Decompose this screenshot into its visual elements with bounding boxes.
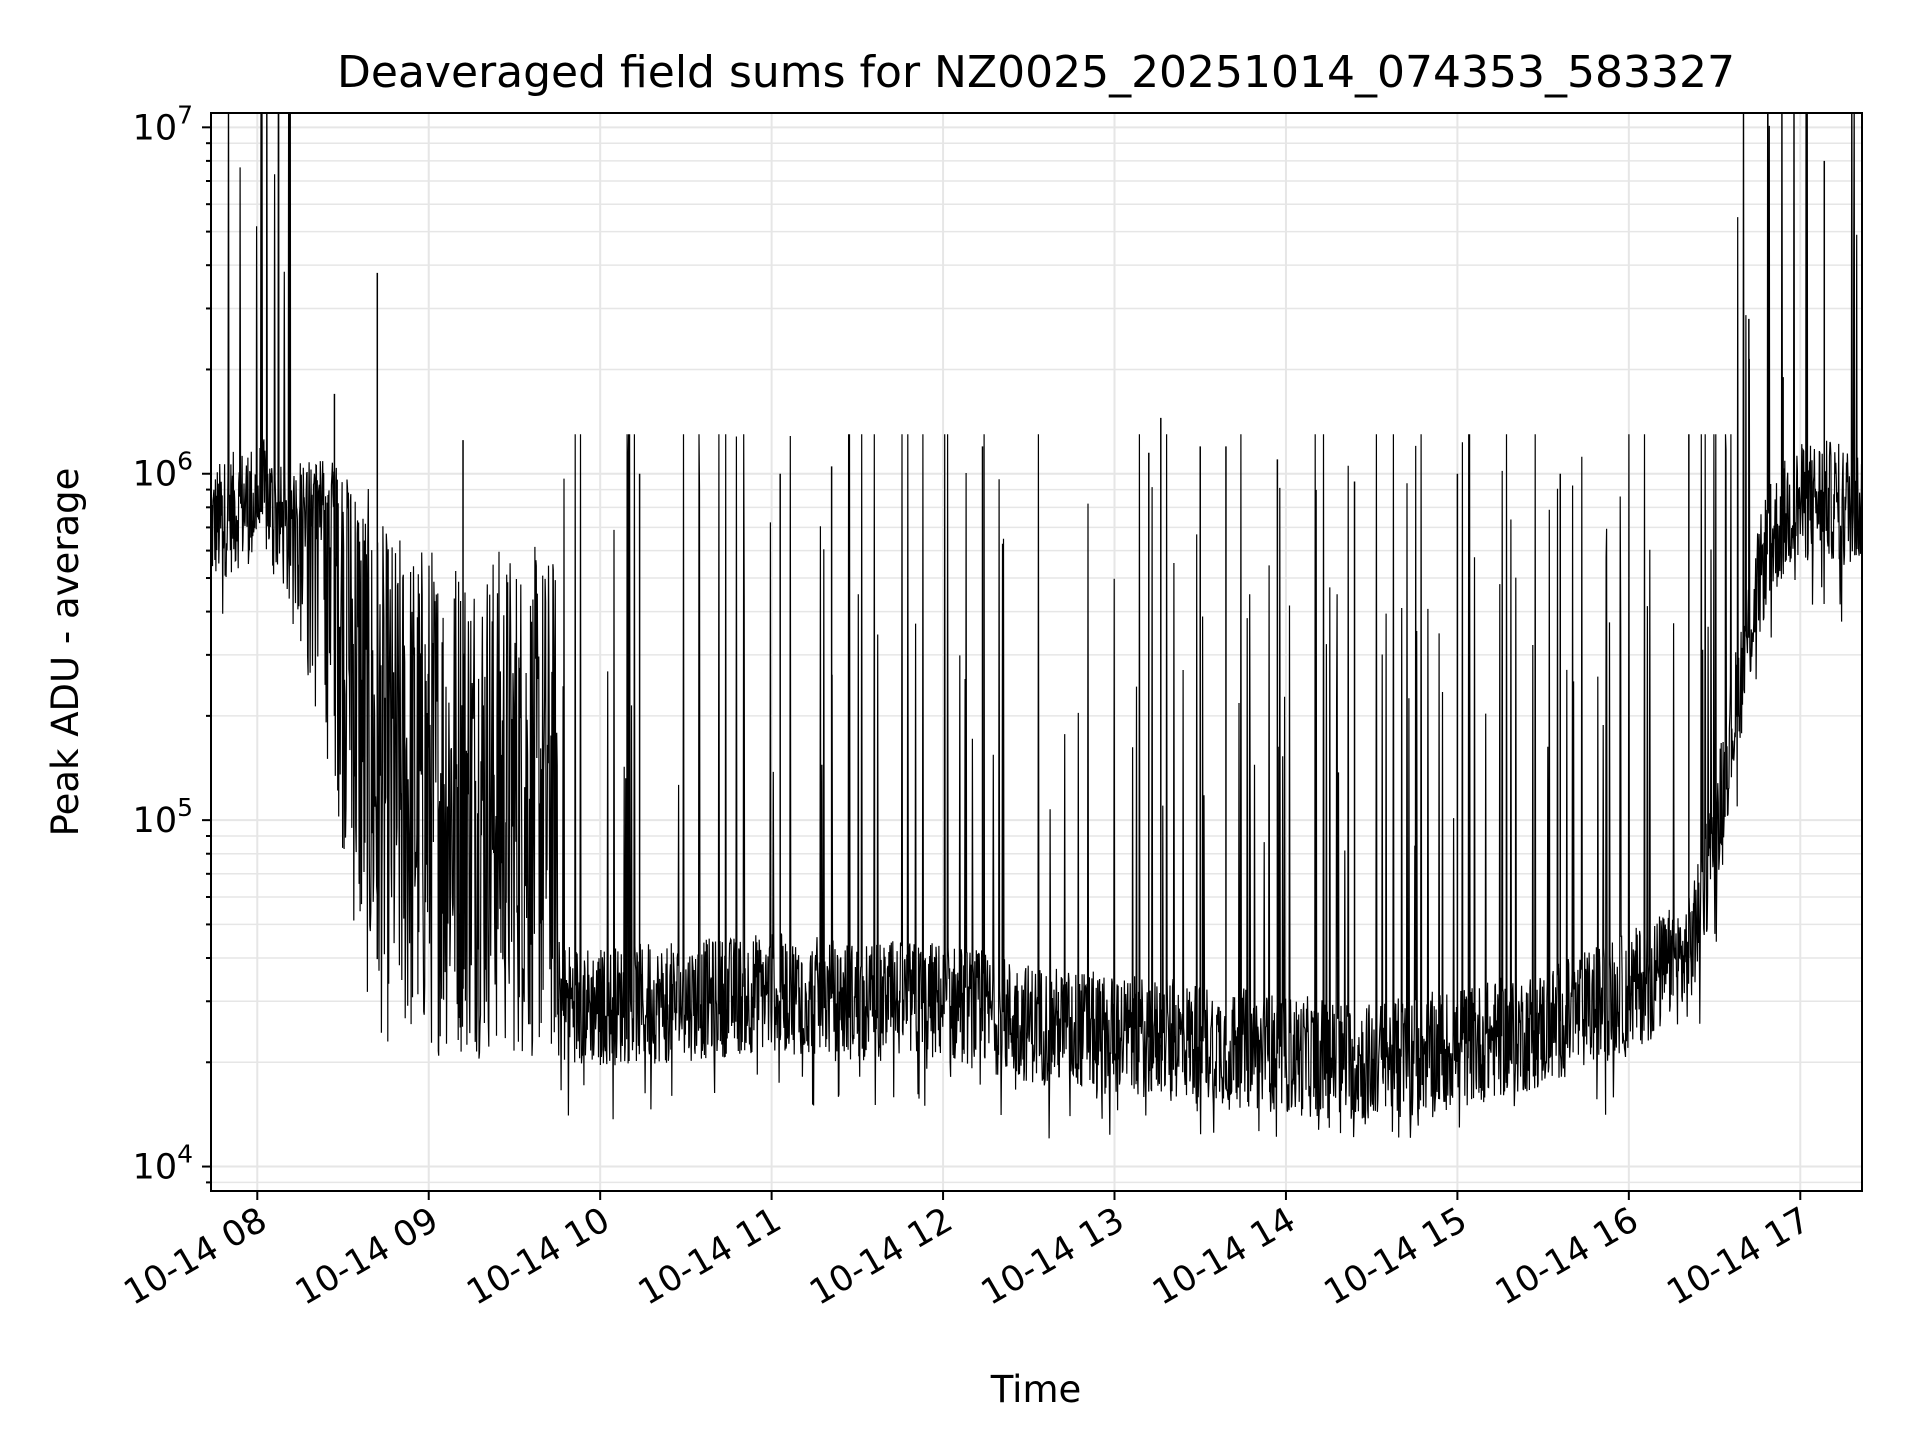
chart-title: Deaveraged field sums for NZ0025_2025101…	[337, 47, 1735, 98]
y-tick-label: 104	[133, 1140, 193, 1188]
plot-frame	[210, 112, 1863, 1192]
x-axis-label: Time	[990, 1368, 1082, 1411]
y-tick-label: 106	[133, 447, 193, 495]
y-tick-label: 105	[133, 793, 193, 841]
y-tick-label: 107	[133, 100, 193, 148]
data-area	[211, 113, 1862, 1139]
y-axis-label: Peak ADU - average	[44, 468, 87, 837]
series-line	[211, 113, 1862, 1139]
